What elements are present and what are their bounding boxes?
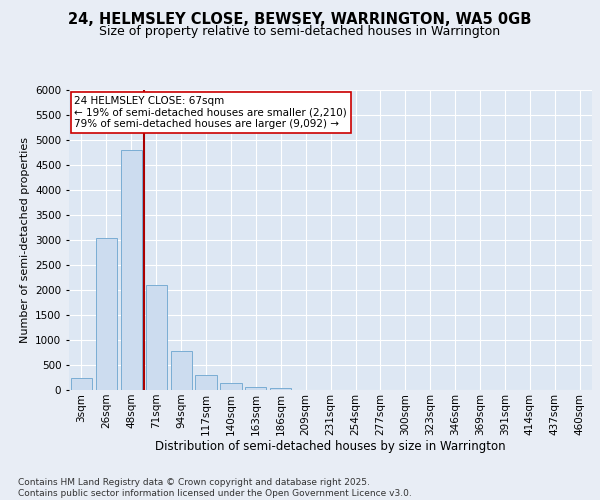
Bar [196,374,217,390]
X-axis label: Distribution of semi-detached houses by size in Warrington: Distribution of semi-detached houses by … [155,440,506,454]
Bar [245,386,266,390]
Y-axis label: Number of semi-detached properties: Number of semi-detached properties [20,137,29,343]
Bar [170,351,192,390]
Text: Size of property relative to semi-detached houses in Warrington: Size of property relative to semi-detach… [100,25,500,38]
Text: 24, HELMSLEY CLOSE, BEWSEY, WARRINGTON, WA5 0GB: 24, HELMSLEY CLOSE, BEWSEY, WARRINGTON, … [68,12,532,28]
Bar [96,238,117,390]
Bar [270,388,292,390]
Bar [146,285,167,390]
Text: 24 HELMSLEY CLOSE: 67sqm
← 19% of semi-detached houses are smaller (2,210)
79% o: 24 HELMSLEY CLOSE: 67sqm ← 19% of semi-d… [74,96,347,129]
Bar [220,383,242,390]
Bar [121,150,142,390]
Bar [71,378,92,390]
Text: Contains HM Land Registry data © Crown copyright and database right 2025.
Contai: Contains HM Land Registry data © Crown c… [18,478,412,498]
